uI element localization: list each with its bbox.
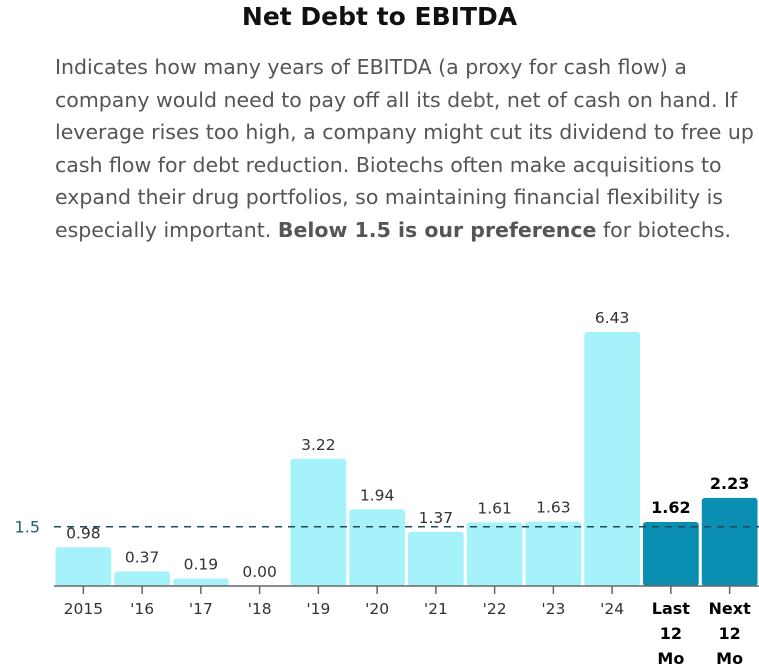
reference-line-label: 1.5	[15, 518, 40, 537]
bar	[584, 332, 640, 586]
x-tick-label: Mo	[657, 649, 684, 668]
x-tick-label: '20	[365, 600, 389, 618]
data-label: 1.61	[477, 499, 512, 517]
data-label: 0.00	[242, 563, 277, 581]
x-tick-label: '21	[424, 600, 448, 618]
bar	[114, 571, 170, 586]
x-tick-label: Next	[709, 599, 752, 618]
x-tick-label: Mo	[716, 649, 743, 668]
bar	[701, 497, 758, 586]
x-tick-label: '22	[483, 600, 507, 618]
description-bold: Below 1.5 is our preference	[277, 217, 597, 242]
bar	[290, 458, 347, 586]
x-tick-label: '24	[600, 600, 624, 618]
bar	[408, 531, 464, 586]
x-tick-label: '23	[541, 600, 565, 618]
bar	[173, 578, 229, 586]
data-label: 2.23	[710, 474, 749, 493]
bar	[525, 521, 582, 586]
data-label: 1.62	[651, 498, 690, 517]
data-label: 0.37	[125, 548, 160, 566]
x-tick-label: '18	[248, 600, 272, 618]
data-label: 1.63	[536, 499, 571, 517]
data-label: 0.98	[66, 524, 101, 542]
data-label: 1.94	[360, 486, 395, 504]
data-label: 0.19	[184, 555, 219, 573]
data-label: 6.43	[595, 309, 630, 327]
bar	[55, 547, 112, 586]
x-tick-label: 2015	[64, 600, 103, 618]
bar	[643, 522, 699, 586]
x-tick-label: 12	[718, 624, 740, 643]
x-tick-label: Last	[652, 599, 691, 618]
data-label: 1.37	[419, 509, 454, 527]
x-tick-label: 12	[660, 624, 682, 643]
x-tick-label: '16	[130, 600, 154, 618]
description-text: Indicates how many years of EBITDA (a pr…	[55, 55, 754, 242]
description-tail: for biotechs.	[596, 217, 732, 242]
chart-title: Net Debt to EBITDA	[241, 2, 518, 31]
x-tick-label: '17	[189, 600, 213, 618]
x-tick-label: '19	[306, 600, 330, 618]
data-label: 3.22	[301, 436, 336, 454]
bar	[349, 509, 405, 586]
chart-description: Indicates how many years of EBITDA (a pr…	[55, 51, 755, 246]
bar	[466, 522, 523, 586]
